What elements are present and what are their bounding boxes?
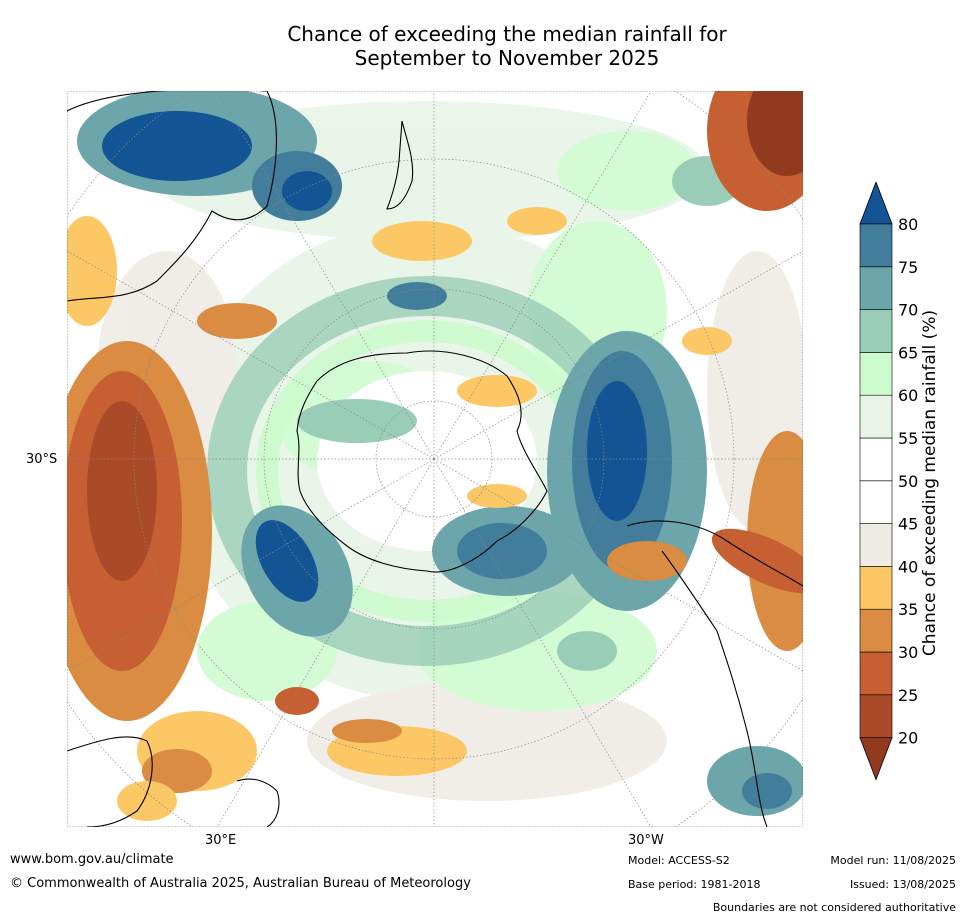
- colorbar-tick-label: 60: [898, 386, 918, 405]
- rainfall-field-dry: [67, 91, 803, 821]
- colorbar-segment: [859, 651, 893, 696]
- base-period-text: Base period: 1981-2018: [628, 878, 761, 891]
- lon-label-30w: 30°W: [628, 833, 664, 848]
- africa-coastline: [67, 736, 153, 827]
- colorbar-segment: [859, 309, 893, 353]
- title-line-2: September to November 2025: [354, 46, 660, 70]
- colorbar-tick-label: 40: [898, 557, 918, 576]
- title-line-1: Chance of exceeding the median rainfall …: [287, 22, 727, 46]
- antarctica-coastline: [296, 350, 548, 573]
- disclaimer-text: Boundaries are not considered authoritat…: [712, 901, 956, 914]
- graticule: [67, 91, 803, 827]
- colorbar-tick-label: 70: [898, 301, 918, 320]
- rainfall-map: [67, 91, 803, 827]
- colorbar-tick-label: 35: [898, 600, 918, 619]
- colorbar-segment: [859, 352, 893, 396]
- colorbar-tick-label: 65: [898, 343, 918, 362]
- issued-text: Issued: 13/08/2025: [849, 878, 956, 891]
- colorbar-extend-top: [859, 182, 893, 225]
- map-title: Chance of exceeding the median rainfall …: [0, 22, 965, 70]
- new-zealand-coastline: [386, 120, 414, 210]
- lon-label-30e: 30°E: [205, 833, 237, 848]
- coastlines: [67, 91, 803, 827]
- south-america-coastline: [626, 520, 803, 827]
- colorbar-tick-label: 20: [898, 729, 918, 748]
- model-text: Model: ACCESS-S2: [628, 854, 730, 867]
- copyright-text: © Commonwealth of Australia 2025, Austra…: [10, 876, 471, 891]
- colorbar-label: Chance of exceeding median rainfall (%): [920, 309, 940, 657]
- colorbar-tick-label: 30: [898, 643, 918, 662]
- colorbar-tick-label: 50: [898, 472, 918, 491]
- rainfall-field-wet: [77, 91, 803, 816]
- colorbar-segment: [859, 694, 893, 738]
- colorbar-segment: [859, 223, 893, 268]
- colorbar-tick-label: 45: [898, 515, 918, 534]
- colorbar-tick-label: 75: [898, 258, 918, 277]
- colorbar-tick-label: 80: [898, 215, 918, 234]
- model-run-text: Model run: 11/08/2025: [830, 854, 956, 867]
- colorbar-segment: [859, 266, 893, 310]
- colorbar-segment: [859, 480, 893, 524]
- colorbar-segment: [859, 523, 893, 567]
- lat-label-30s: 30°S: [26, 452, 58, 467]
- colorbar-segments: [859, 182, 893, 781]
- colorbar: 20 25 30 35 40 45 50 55 60 65 70 75 80: [859, 182, 918, 781]
- colorbar-segment: [859, 394, 893, 439]
- colorbar-segment: [859, 437, 893, 482]
- colorbar-segment: [859, 566, 893, 610]
- australia-coastline: [67, 91, 278, 302]
- colorbar-tick-label: 25: [898, 686, 918, 705]
- website-link[interactable]: www.bom.gov.au/climate: [10, 852, 174, 867]
- colorbar-ticks: 20 25 30 35 40 45 50 55 60 65 70 75 80: [898, 215, 918, 748]
- colorbar-tick-label: 55: [898, 429, 918, 448]
- colorbar-segment: [859, 608, 893, 653]
- colorbar-extend-bottom: [859, 737, 893, 781]
- madagascar-coastline: [236, 778, 280, 827]
